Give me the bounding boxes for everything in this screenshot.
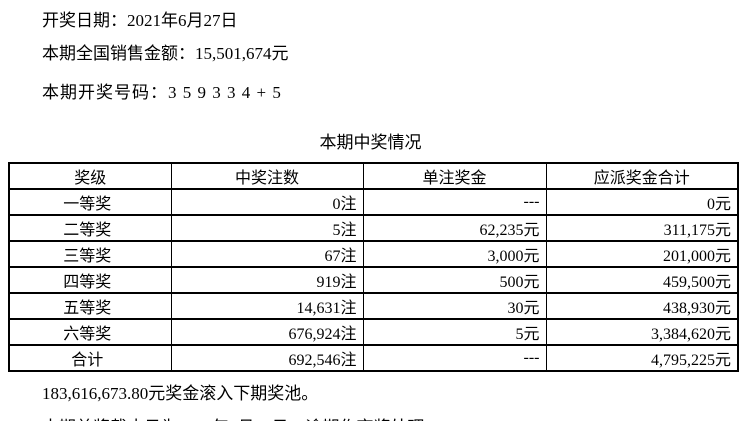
table-row: 四等奖 919注 500元 459,500元: [8, 266, 739, 294]
table-row: 五等奖 14,631注 30元 438,930元: [8, 292, 739, 320]
total-prize-cell: 459,500元: [545, 266, 739, 294]
draw-date-line: 开奖日期：2021年6月27日: [42, 11, 238, 30]
prize-per-bet-cell: ---: [362, 188, 547, 216]
prize-level-cell: 合计: [8, 344, 172, 372]
total-prize-cell: 438,930元: [545, 292, 739, 320]
winning-bets-cell: 14,631注: [170, 292, 364, 320]
total-prize-cell: 311,175元: [545, 214, 739, 242]
deadline-note: 本期兑奖截止日为2021年8月26日，逾期作弃奖处理。: [42, 419, 741, 421]
table-row: 一等奖 0注 --- 0元: [8, 188, 739, 216]
winning-bets-cell: 919注: [170, 266, 364, 294]
winning-bets-cell: 0注: [170, 188, 364, 216]
total-prize-cell: 4,795,225元: [545, 344, 739, 372]
table-row: 二等奖 5注 62,235元 311,175元: [8, 214, 739, 242]
draw-numbers-line: 本期开奖号码：3 5 9 3 3 4 + 5: [42, 83, 282, 102]
total-prize-cell: 201,000元: [545, 240, 739, 268]
prize-level-cell: 一等奖: [8, 188, 172, 216]
prize-table: 奖级 中奖注数 单注奖金 应派奖金合计 一等奖 0注 --- 0元 二等奖 5注…: [8, 162, 739, 372]
prize-per-bet-cell: ---: [362, 344, 547, 372]
sales-amount-line: 本期全国销售金额：15,501,674元: [42, 44, 289, 63]
column-header-prize-level: 奖级: [8, 162, 172, 190]
prize-per-bet-cell: 500元: [362, 266, 547, 294]
prize-per-bet-cell: 30元: [362, 292, 547, 320]
rollover-note: 183,616,673.80元奖金滚入下期奖池。: [42, 384, 319, 403]
total-prize-cell: 0元: [545, 188, 739, 216]
table-row: 六等奖 676,924注 5元 3,384,620元: [8, 318, 739, 346]
prize-level-cell: 五等奖: [8, 292, 172, 320]
winning-bets-cell: 676,924注: [170, 318, 364, 346]
winning-bets-cell: 692,546注: [170, 344, 364, 372]
table-row: 三等奖 67注 3,000元 201,000元: [8, 240, 739, 268]
table-header-row: 奖级 中奖注数 单注奖金 应派奖金合计: [8, 162, 739, 190]
prize-level-cell: 二等奖: [8, 214, 172, 242]
prize-per-bet-cell: 5元: [362, 318, 547, 346]
prize-level-cell: 三等奖: [8, 240, 172, 268]
prize-table-title: 本期中奖情况: [319, 133, 422, 152]
prize-per-bet-cell: 3,000元: [362, 240, 547, 268]
winning-bets-cell: 67注: [170, 240, 364, 268]
table-row-total: 合计 692,546注 --- 4,795,225元: [8, 344, 739, 372]
prize-level-cell: 六等奖: [8, 318, 172, 346]
column-header-total-prize: 应派奖金合计: [545, 162, 739, 190]
prize-per-bet-cell: 62,235元: [362, 214, 547, 242]
winning-bets-cell: 5注: [170, 214, 364, 242]
prize-level-cell: 四等奖: [8, 266, 172, 294]
column-header-prize-per-bet: 单注奖金: [362, 162, 547, 190]
total-prize-cell: 3,384,620元: [545, 318, 739, 346]
column-header-winning-bets: 中奖注数: [170, 162, 364, 190]
